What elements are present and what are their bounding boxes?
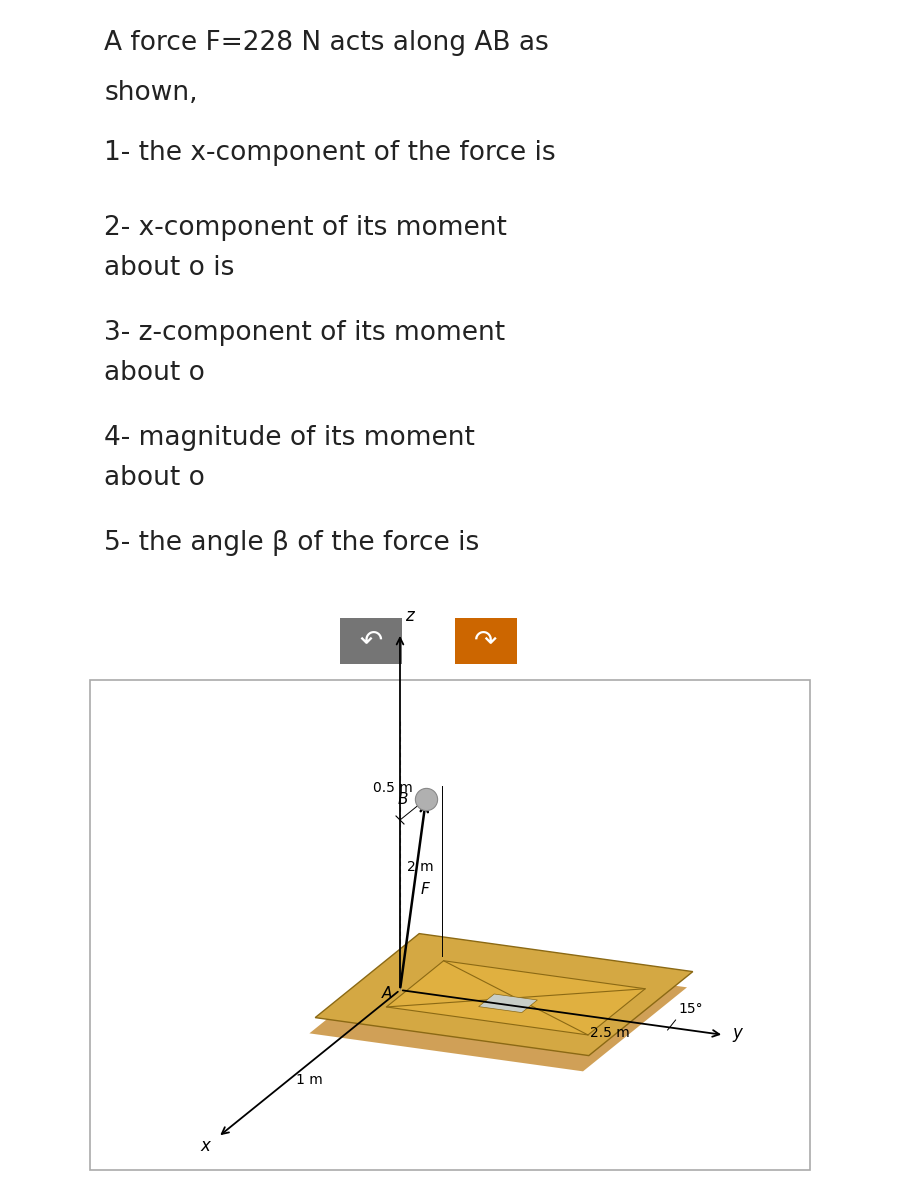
- Bar: [340, 618, 402, 664]
- Text: about o: about o: [104, 464, 205, 491]
- Text: A: A: [382, 986, 392, 1001]
- Text: 2.5 m: 2.5 m: [590, 1026, 630, 1040]
- Bar: [90, 680, 810, 1170]
- Text: shown,: shown,: [104, 80, 198, 106]
- Polygon shape: [478, 994, 537, 1013]
- Text: 2 m: 2 m: [407, 860, 433, 875]
- Text: 2- x-component of its moment: 2- x-component of its moment: [104, 215, 507, 241]
- Text: z: z: [405, 607, 414, 625]
- Text: 4- magnitude of its moment: 4- magnitude of its moment: [104, 425, 475, 451]
- Text: 3- z-component of its moment: 3- z-component of its moment: [104, 320, 506, 346]
- Text: ↶: ↶: [360, 626, 382, 655]
- Text: 1- the x-component of the force is: 1- the x-component of the force is: [104, 140, 555, 166]
- Text: 5- the angle β of the force is: 5- the angle β of the force is: [104, 530, 479, 556]
- Text: about o: about o: [104, 360, 205, 386]
- Bar: [455, 618, 517, 664]
- Text: 1 m: 1 m: [296, 1073, 323, 1087]
- Polygon shape: [310, 949, 687, 1072]
- Text: A force F=228 N acts along AB as: A force F=228 N acts along AB as: [104, 30, 549, 56]
- Text: y: y: [732, 1024, 742, 1042]
- Text: 15°: 15°: [679, 1002, 703, 1016]
- Text: x: x: [200, 1138, 210, 1154]
- Text: F: F: [421, 882, 429, 898]
- Polygon shape: [386, 961, 645, 1034]
- Text: B: B: [398, 792, 409, 806]
- Polygon shape: [315, 934, 693, 1056]
- Text: about o is: about o is: [104, 254, 235, 281]
- Text: 0.5 m: 0.5 m: [373, 780, 413, 794]
- Text: ↷: ↷: [475, 626, 497, 655]
